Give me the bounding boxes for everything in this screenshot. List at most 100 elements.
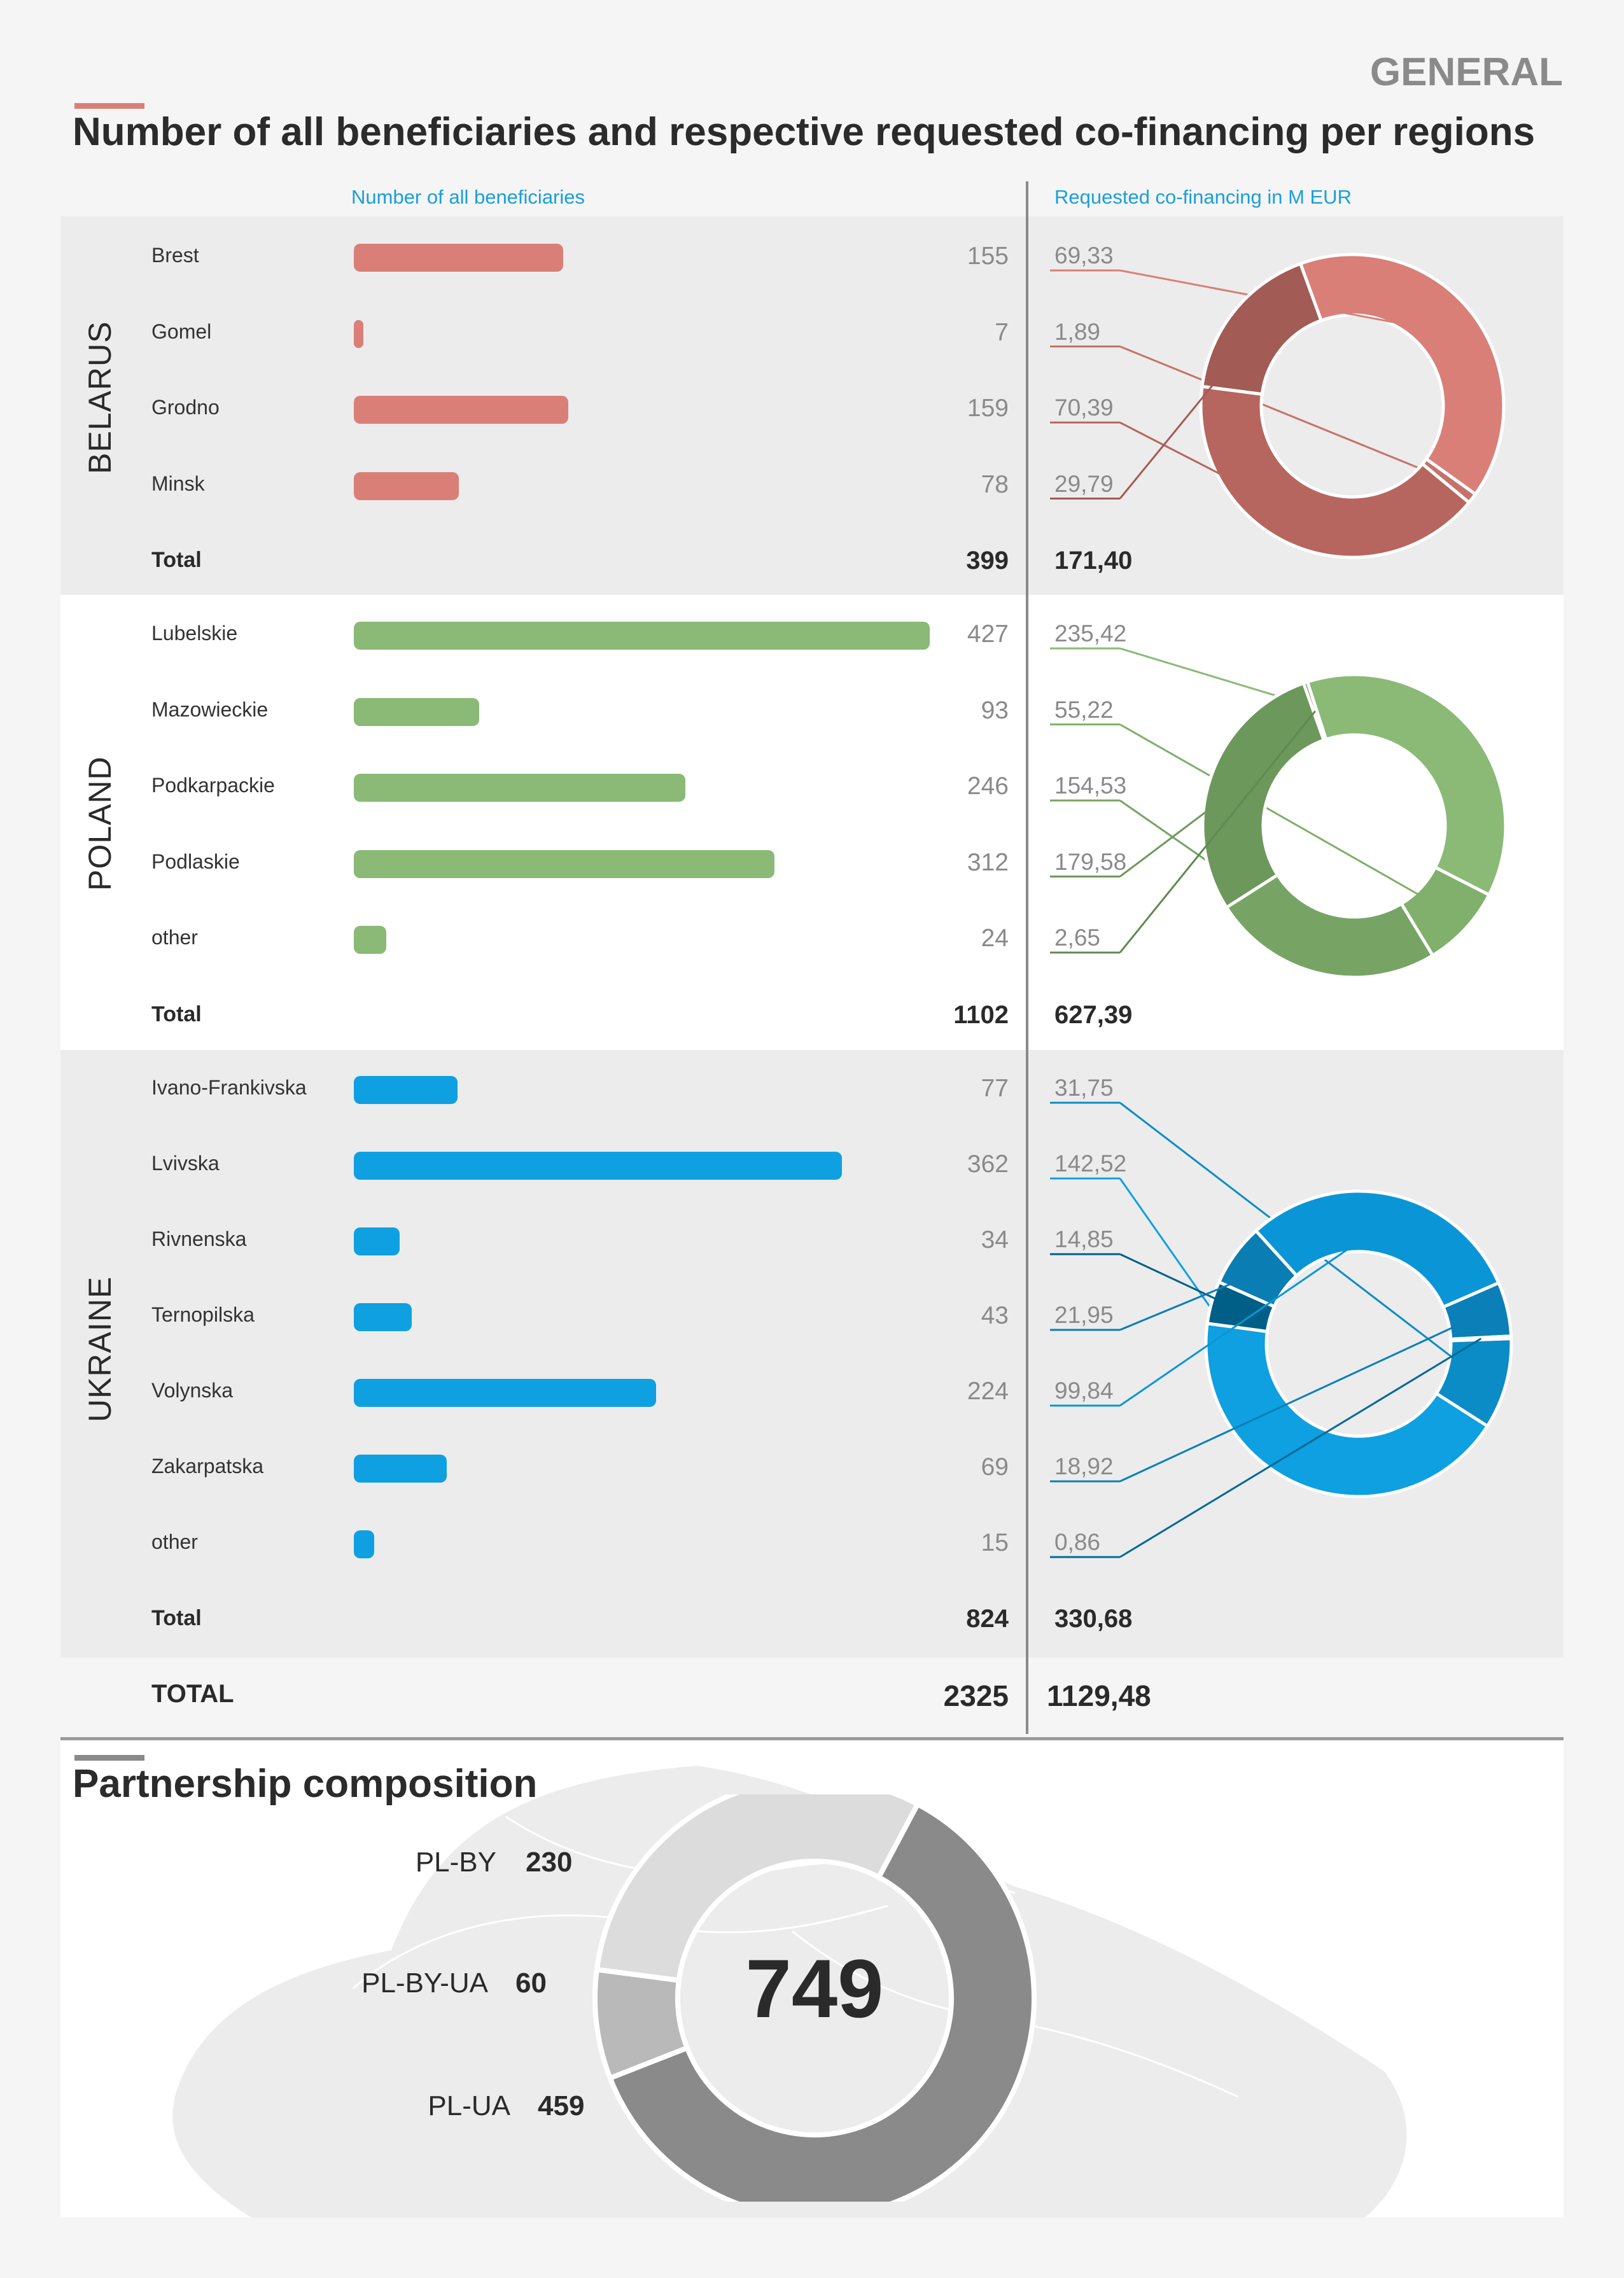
- region-bar: [354, 774, 686, 802]
- section-total-cofinancing: 627,39: [1054, 1000, 1133, 1029]
- donut-leader-line: [1119, 1271, 1260, 1331]
- region-bar: [354, 319, 363, 348]
- pship-slice-pl-ua: [606, 1800, 1037, 2202]
- region-cofinancing: 21,95: [1054, 1302, 1114, 1328]
- donut-leader-line: [1119, 346, 1449, 481]
- region-cofinancing: 18,92: [1054, 1453, 1114, 1479]
- pship-label-pl-by-ua: PL-BY-UA: [361, 1967, 488, 1999]
- donut-slice-minsk: [1200, 262, 1324, 396]
- region-cofinancing: 154,53: [1054, 772, 1127, 799]
- region-cofinancing: 235,42: [1054, 620, 1127, 646]
- pship-slice-pl-by: [594, 1794, 921, 1983]
- region-bar: [354, 1455, 447, 1483]
- section-separator: [60, 1737, 1564, 1740]
- donut-slice-lubelskie: [1305, 673, 1508, 897]
- region-bar: [354, 1379, 656, 1407]
- region-beneficiaries: 69: [981, 1453, 1009, 1481]
- region-beneficiaries: 15: [981, 1529, 1009, 1556]
- region-beneficiaries: 93: [981, 696, 1009, 724]
- region-cofinancing: 31,75: [1054, 1075, 1114, 1101]
- donut-slice-grodno: [1199, 384, 1471, 559]
- column-header-cofinancing: Requested co-financing in M EUR: [1054, 186, 1352, 208]
- region-beneficiaries: 362: [967, 1150, 1009, 1178]
- ukraine-section: [60, 1050, 1564, 1658]
- partnership-donut: [592, 1794, 1037, 2202]
- region-beneficiaries: 7: [995, 318, 1009, 346]
- grand-total-label: TOTAL: [151, 1680, 234, 1708]
- region-label: Brest: [151, 244, 199, 267]
- region-beneficiaries: 155: [967, 242, 1009, 270]
- region-label: Podkarpackie: [151, 774, 275, 797]
- region-bar: [354, 1076, 458, 1104]
- region-bar: [354, 396, 568, 424]
- donut-leader-line: [1119, 1315, 1479, 1483]
- pship-value-pl-by-ua: 60: [515, 1967, 547, 1999]
- partnership-accent-line: [74, 1755, 144, 1761]
- grand-total-cofinancing: 1129,48: [1047, 1679, 1151, 1712]
- region-label: Zakarpatska: [151, 1455, 264, 1478]
- region-beneficiaries: 224: [967, 1378, 1009, 1405]
- section-total-beneficiaries: 399: [966, 547, 1009, 575]
- donut-leader-line: [1119, 1253, 1242, 1311]
- donut-leader-line: [1119, 1338, 1482, 1558]
- region-beneficiaries: 246: [967, 772, 1009, 800]
- page-title: Number of all beneficiaries and respecti…: [73, 110, 1536, 154]
- region-bar: [354, 849, 775, 878]
- region-label: Lvivska: [151, 1152, 220, 1175]
- region-bar: [354, 926, 386, 954]
- cofinancing-donuts: [1050, 253, 1513, 1558]
- section-total-label: Total: [151, 1002, 202, 1026]
- grand-total-beneficiaries: 2325: [943, 1679, 1009, 1712]
- region-label: Ternopilska: [151, 1303, 255, 1326]
- region-bar: [354, 472, 459, 500]
- region-cofinancing: 142,52: [1054, 1150, 1127, 1177]
- donut-slice-brest: [1298, 253, 1506, 497]
- region-cofinancing: 55,22: [1054, 696, 1114, 723]
- pship-value-pl-by: 230: [526, 1847, 573, 1878]
- section-tag: GENERAL: [1369, 50, 1563, 94]
- partnership-title: Partnership composition: [73, 1762, 538, 1806]
- donut-leader-line: [1119, 785, 1240, 877]
- region-label: other: [151, 1530, 198, 1553]
- donut-leader-line: [1119, 710, 1316, 953]
- region-label: Grodno: [151, 396, 220, 419]
- pship-label-pl-by: PL-BY: [415, 1847, 496, 1878]
- region-bar: [354, 1530, 374, 1558]
- donut-slice-podlaskie: [1201, 681, 1326, 910]
- region-cofinancing: 2,65: [1054, 925, 1101, 951]
- pship-label-pl-ua: PL-UA: [428, 2090, 510, 2121]
- region-bar: [354, 622, 930, 650]
- donut-leader-line: [1119, 723, 1444, 910]
- donut-leader-line: [1119, 329, 1259, 500]
- region-cofinancing: 14,85: [1054, 1226, 1114, 1252]
- region-label: Gomel: [151, 319, 212, 343]
- region-label: Minsk: [151, 472, 205, 495]
- region-bar: [354, 1152, 843, 1180]
- region-cofinancing: 99,84: [1054, 1378, 1114, 1404]
- region-label: other: [151, 926, 198, 949]
- region-beneficiaries: 78: [981, 470, 1009, 498]
- column-divider: [1026, 181, 1028, 1734]
- donut-slice-volynska: [1254, 1189, 1501, 1310]
- region-label: Ivano-Frankivska: [151, 1076, 307, 1099]
- region-beneficiaries: 427: [967, 620, 1009, 648]
- section-total-beneficiaries: 824: [966, 1605, 1009, 1633]
- donut-slice-podkarpackie: [1224, 872, 1435, 979]
- donut-leader-line: [1119, 1223, 1385, 1407]
- donut-slice-lvivska: [1204, 1321, 1490, 1499]
- section-total-cofinancing: 330,68: [1054, 1605, 1133, 1633]
- region-bar: [354, 1227, 400, 1255]
- region-label: Rivnenska: [151, 1227, 247, 1250]
- section-total-label: Total: [151, 1606, 202, 1630]
- column-header-beneficiaries: Number of all beneficiaries: [351, 186, 585, 208]
- region-cofinancing: 29,79: [1054, 470, 1114, 497]
- region-bar: [354, 1303, 412, 1331]
- region-cofinancing: 1,89: [1054, 318, 1101, 345]
- section-total-label: Total: [151, 548, 202, 572]
- region-cofinancing: 69,33: [1054, 242, 1114, 269]
- region-beneficiaries: 159: [967, 395, 1009, 422]
- poland-section: [60, 595, 1564, 1050]
- title-accent-line: [74, 103, 144, 109]
- region-label: Mazowieckie: [151, 697, 269, 721]
- region-label: Volynska: [151, 1379, 234, 1402]
